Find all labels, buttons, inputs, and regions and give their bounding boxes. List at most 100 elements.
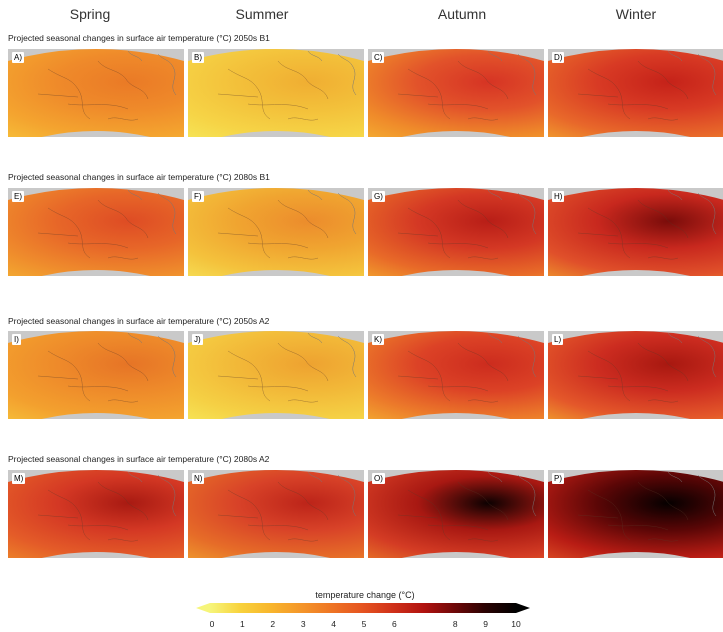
temperature-map — [188, 470, 364, 558]
legend-tick-label: 1 — [240, 619, 245, 629]
legend-tick-label: 5 — [361, 619, 367, 629]
legend-tick-label: 8 — [452, 619, 458, 629]
map-panel: D) — [548, 49, 723, 137]
projection-field — [548, 470, 723, 558]
boundary-line — [637, 481, 689, 521]
projection-field — [548, 49, 723, 137]
season-header-summer: Summer — [235, 6, 289, 22]
panel-label: J) — [192, 334, 203, 345]
boundary-line — [217, 375, 259, 380]
projection-field — [368, 331, 544, 419]
temperature-map — [368, 470, 544, 558]
boundary-line — [67, 103, 129, 110]
boundary-line — [277, 199, 329, 239]
boundary-line — [247, 385, 309, 392]
coastline — [127, 189, 177, 235]
color-scale-bar — [210, 603, 516, 613]
boundary-line — [287, 256, 319, 260]
map-panel: M) — [8, 470, 184, 558]
boundary-line — [607, 385, 669, 392]
boundary-line — [607, 103, 669, 110]
coastline — [307, 332, 357, 378]
boundary-line — [277, 342, 329, 382]
coastline — [667, 189, 717, 235]
panel-label: E) — [12, 191, 24, 202]
coastline — [127, 471, 177, 517]
boundary-line — [587, 489, 631, 541]
coastline — [127, 332, 177, 378]
temperature-map — [8, 331, 184, 419]
boundary-line — [107, 117, 139, 121]
map-panel: A) — [8, 49, 184, 137]
boundary-line — [577, 93, 619, 98]
map-panel: O) — [368, 470, 544, 558]
panel-label: F) — [192, 191, 204, 202]
coastline — [667, 50, 717, 96]
legend-tick-label: 10 — [511, 619, 521, 629]
temperature-map — [8, 49, 184, 137]
boundary-line — [587, 350, 631, 402]
temperature-map — [188, 331, 364, 419]
map-panel: J) — [188, 331, 364, 419]
temperature-map — [548, 331, 723, 419]
projection-field — [8, 49, 184, 137]
projection-field — [188, 188, 364, 276]
temperature-map — [368, 331, 544, 419]
projection-field — [368, 470, 544, 558]
projection-field — [8, 470, 184, 558]
boundary-line — [227, 68, 271, 120]
boundary-line — [227, 207, 271, 259]
boundary-line — [47, 350, 91, 402]
boundary-line — [97, 60, 149, 100]
boundary-line — [587, 207, 631, 259]
boundary-line — [457, 199, 509, 239]
boundary-line — [467, 117, 499, 121]
panel-label: L) — [552, 334, 564, 345]
legend-tick-label: 3 — [300, 619, 306, 629]
boundary-line — [97, 481, 149, 521]
panel-label: D) — [552, 52, 565, 63]
boundary-line — [397, 93, 439, 98]
map-panel: N) — [188, 470, 364, 558]
temperature-map — [548, 470, 723, 558]
legend-tick-label: 2 — [270, 619, 276, 629]
boundary-line — [457, 342, 509, 382]
map-panel: H) — [548, 188, 723, 276]
boundary-line — [107, 538, 139, 542]
boundary-line — [587, 68, 631, 120]
projection-field — [188, 331, 364, 419]
boundary-line — [457, 481, 509, 521]
temperature-map — [548, 49, 723, 137]
temperature-map — [8, 188, 184, 276]
boundary-line — [47, 68, 91, 120]
boundary-line — [427, 524, 489, 531]
boundary-line — [647, 399, 679, 403]
boundary-line — [407, 207, 451, 259]
boundary-line — [277, 481, 329, 521]
boundary-line — [647, 256, 679, 260]
boundary-line — [287, 538, 319, 542]
panel-label: C) — [372, 52, 385, 63]
temperature-map — [8, 470, 184, 558]
temperature-map — [368, 49, 544, 137]
season-header-spring: Spring — [69, 6, 111, 22]
temperature-map — [548, 188, 723, 276]
coastline — [487, 471, 537, 517]
boundary-line — [577, 375, 619, 380]
map-panel: E) — [8, 188, 184, 276]
boundary-line — [247, 242, 309, 249]
panel-label: H) — [552, 191, 565, 202]
season-header-autumn: Autumn — [437, 6, 487, 22]
boundary-line — [467, 256, 499, 260]
projection-field — [548, 188, 723, 276]
panel-label: P) — [552, 473, 564, 484]
coastline — [307, 50, 357, 96]
boundary-line — [97, 199, 149, 239]
coastline — [487, 50, 537, 96]
projection-field — [188, 49, 364, 137]
boundary-line — [577, 514, 619, 519]
boundary-line — [37, 232, 79, 237]
boundary-line — [577, 232, 619, 237]
boundary-line — [217, 514, 259, 519]
legend-tick-label: 6 — [392, 619, 397, 629]
